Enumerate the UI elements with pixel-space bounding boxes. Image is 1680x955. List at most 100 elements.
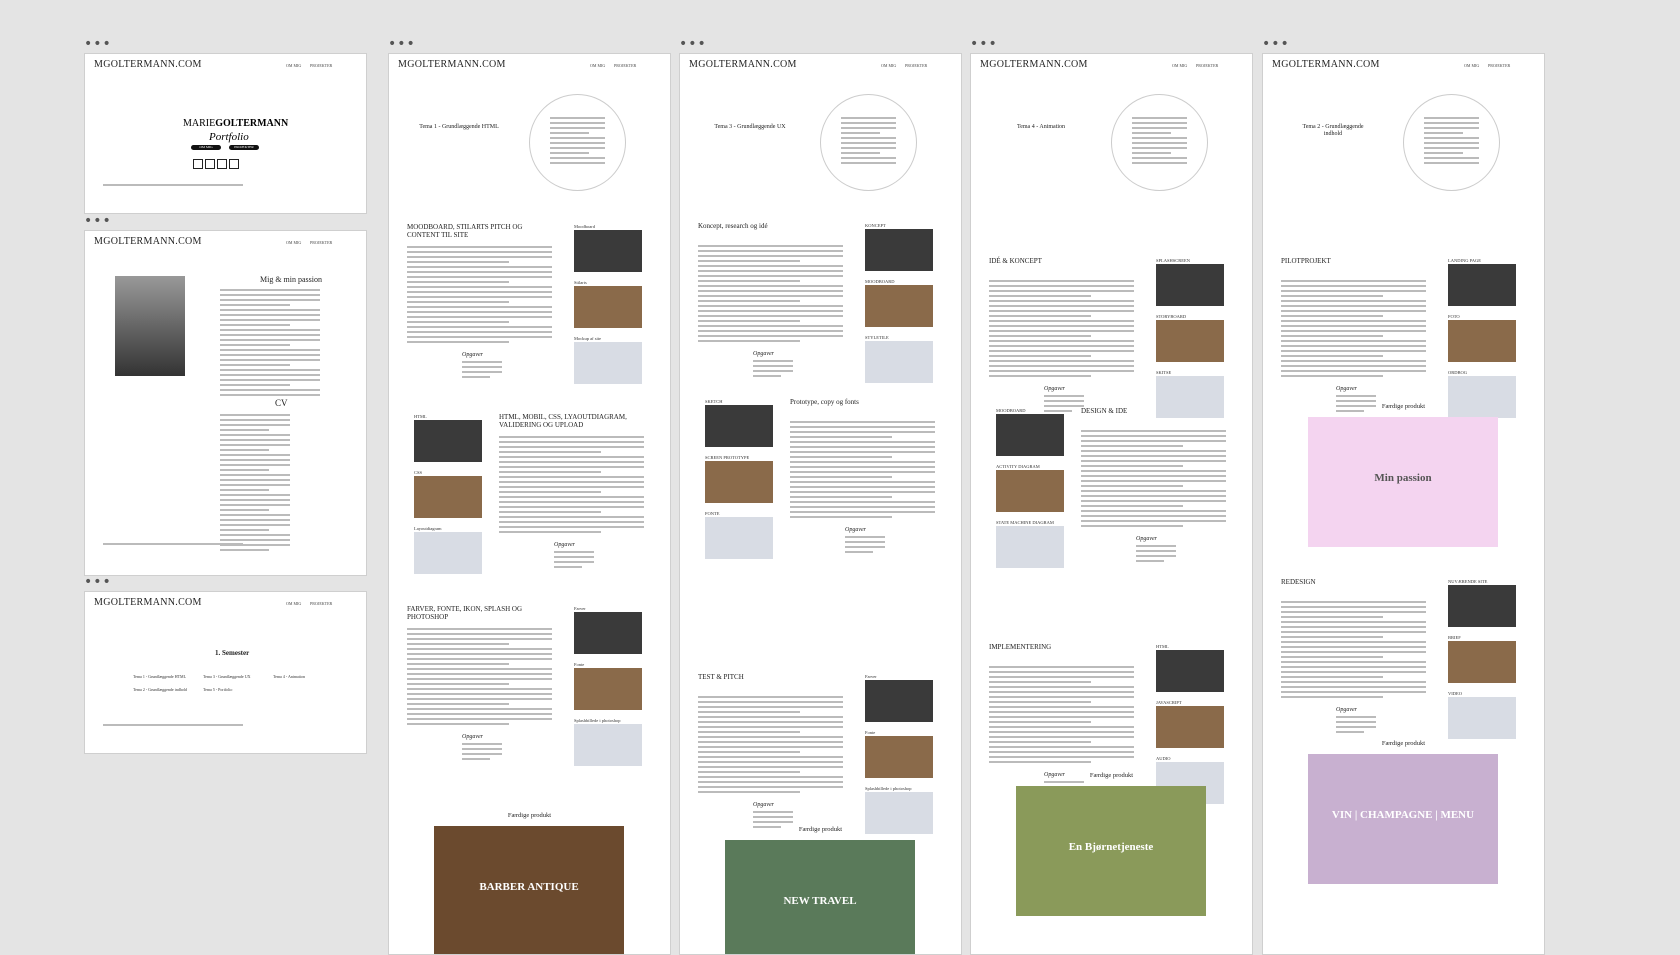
nav-link[interactable]: OM MIG — [1464, 63, 1480, 68]
nav-link[interactable]: PROJEKTER — [310, 240, 333, 245]
text-line — [407, 301, 509, 303]
text-line — [989, 340, 1134, 342]
logo[interactable]: MGOLTERMANN.COM — [94, 236, 202, 247]
nav-link[interactable]: OM MIG — [881, 63, 897, 68]
text-line — [790, 421, 935, 423]
text-line — [407, 256, 552, 258]
text-line — [220, 424, 290, 426]
logo[interactable]: MGOLTERMANN.COM — [689, 59, 797, 70]
text-line — [1132, 157, 1187, 159]
text-line — [1281, 310, 1426, 312]
section-image — [1448, 697, 1516, 739]
text-line — [1281, 355, 1383, 357]
text-line — [790, 511, 935, 513]
text-line — [1424, 147, 1479, 149]
text-line — [753, 826, 781, 828]
text-line — [698, 771, 800, 773]
text-line — [220, 394, 320, 396]
text-line — [790, 431, 935, 433]
semester-link[interactable]: Tema 5 - Portfolio — [203, 687, 233, 692]
text-line — [220, 509, 269, 511]
nav-link[interactable]: PROJEKTER — [1196, 63, 1219, 68]
image-label: STORYBOARD — [1156, 314, 1187, 319]
text-line — [1281, 651, 1426, 653]
text-line — [550, 157, 605, 159]
nav-link[interactable]: OM MIG — [286, 63, 302, 68]
logo[interactable]: MGOLTERMANN.COM — [94, 597, 202, 608]
text-line — [1136, 545, 1176, 547]
text-line — [550, 162, 605, 164]
section-image — [1156, 706, 1224, 748]
final-image: NEW TRAVEL — [725, 840, 915, 954]
text-line — [753, 365, 793, 367]
text-line — [1081, 460, 1226, 462]
text-line — [462, 361, 502, 363]
text-line — [989, 345, 1134, 347]
semester-link[interactable]: Tema 1 - Grundlæggende HTML — [133, 674, 187, 679]
text-line — [499, 511, 601, 513]
section-image — [414, 476, 482, 518]
page-frame: MGOLTERMANN.COM OM MIG PROJEKTER Tema 3 - G… — [679, 53, 962, 955]
section-heading: Koncept, research og idé — [698, 222, 768, 230]
page-frame: MGOLTERMANN.COM OM MIG PROJEKTER Mig & min … — [84, 230, 367, 576]
logo[interactable]: MGOLTERMANN.COM — [980, 59, 1088, 70]
nav-link[interactable]: PROJEKTER — [614, 63, 637, 68]
section-image — [865, 285, 933, 327]
text-line — [407, 628, 552, 630]
social-icon[interactable] — [205, 159, 215, 169]
text-line — [989, 726, 1134, 728]
text-line — [220, 449, 269, 451]
text-line — [989, 310, 1134, 312]
social-icon[interactable] — [229, 159, 239, 169]
text-line — [1132, 152, 1171, 154]
social-icon[interactable] — [217, 159, 227, 169]
section-heading: IDÉ & KONCEPT — [989, 257, 1042, 265]
image-label: Stilarts — [574, 280, 587, 285]
semester-link[interactable]: Tema 2 - Grundlæggende indhold — [133, 687, 187, 692]
hero-button[interactable]: OM MIG — [191, 145, 221, 150]
logo[interactable]: MGOLTERMANN.COM — [1272, 59, 1380, 70]
section-image — [574, 286, 642, 328]
text-line — [220, 379, 320, 381]
nav-link[interactable]: PROJEKTER — [905, 63, 928, 68]
nav-link[interactable]: OM MIG — [1172, 63, 1188, 68]
logo[interactable]: MGOLTERMANN.COM — [94, 59, 202, 70]
text-line — [989, 671, 1134, 673]
window-dots: ••• — [1262, 36, 1290, 52]
text-line — [1132, 117, 1187, 119]
window-dots: ••• — [84, 36, 112, 52]
text-line — [698, 721, 843, 723]
text-line — [790, 471, 935, 473]
text-line — [1281, 681, 1426, 683]
text-line — [1281, 365, 1426, 367]
nav-link[interactable]: PROJEKTER — [310, 601, 333, 606]
text-line — [407, 271, 552, 273]
nav-link[interactable]: OM MIG — [286, 601, 302, 606]
section-image — [414, 532, 482, 574]
nav-link[interactable]: PROJEKTER — [1488, 63, 1511, 68]
text-line — [698, 696, 843, 698]
text-line — [407, 251, 552, 253]
text-line — [407, 341, 509, 343]
text-line — [845, 546, 885, 548]
logo[interactable]: MGOLTERMANN.COM — [398, 59, 506, 70]
text-line — [1081, 440, 1226, 442]
text-line — [698, 335, 843, 337]
text-line — [407, 688, 552, 690]
cv-heading: CV — [275, 398, 288, 408]
section-image — [1448, 320, 1516, 362]
text-line — [499, 506, 644, 508]
text-line — [841, 152, 880, 154]
window-dots: ••• — [970, 36, 998, 52]
nav-link[interactable]: OM MIG — [590, 63, 606, 68]
text-line — [790, 446, 935, 448]
text-line — [989, 696, 1134, 698]
nav-link[interactable]: OM MIG — [286, 240, 302, 245]
nav-link[interactable]: PROJEKTER — [310, 63, 333, 68]
hero-button[interactable]: PROJEKTER — [229, 145, 259, 150]
semester-link[interactable]: Tema 3 - Grundlæggende UX — [203, 674, 251, 679]
text-line — [1281, 280, 1426, 282]
social-icon[interactable] — [193, 159, 203, 169]
semester-link[interactable]: Tema 4 - Animation — [273, 674, 306, 679]
text-line — [989, 350, 1134, 352]
